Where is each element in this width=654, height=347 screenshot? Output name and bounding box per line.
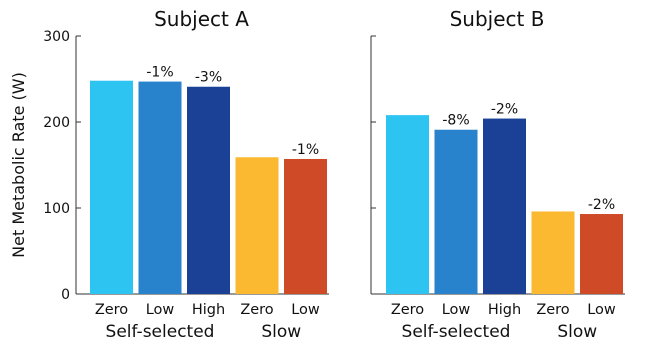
category-label: Low (587, 302, 616, 318)
bar (187, 86, 230, 295)
group-label: Slow (261, 322, 301, 342)
y-tick-label: 100 (43, 201, 70, 217)
data-label: -2% (491, 102, 518, 118)
bar (138, 81, 182, 294)
data-label: -8% (442, 113, 469, 129)
bar (531, 211, 575, 294)
panel-subject-a: Subject A 0 100 200 300 Zero Low -1% High -3% Zero… (43, 7, 329, 342)
bar (580, 214, 623, 294)
category-label: Low (291, 302, 320, 318)
bar (483, 118, 526, 294)
data-label: -3% (195, 70, 222, 86)
bar (90, 80, 133, 294)
y-tick-label: 300 (43, 29, 70, 45)
category-label: Low (146, 302, 175, 318)
category-label: Zero (536, 302, 569, 318)
bar (284, 158, 327, 294)
data-label: -1% (292, 142, 319, 158)
data-label: -1% (146, 65, 173, 81)
bar (434, 129, 478, 294)
category-label: Low (442, 302, 471, 318)
y-axis-label: Net Metabolic Rate (W) (9, 72, 28, 258)
bar (235, 157, 279, 294)
panel-title: Subject A (154, 7, 249, 31)
group-label: Slow (557, 322, 597, 342)
bar (386, 115, 429, 295)
category-label: Zero (391, 302, 424, 318)
group-label: Self-selected (402, 322, 511, 342)
data-label: -2% (588, 197, 615, 213)
y-tick-label: 200 (43, 115, 70, 131)
panel-subject-b: Subject B Zero Low -8% High -2% Zero Low -2% Self… (370, 7, 625, 342)
category-label: Zero (240, 302, 273, 318)
category-label: Zero (95, 302, 128, 318)
category-label: High (192, 302, 225, 318)
y-tick-label: 0 (61, 287, 70, 303)
panel-title: Subject B (450, 7, 545, 31)
category-label: High (488, 302, 521, 318)
group-label: Self-selected (106, 322, 215, 342)
